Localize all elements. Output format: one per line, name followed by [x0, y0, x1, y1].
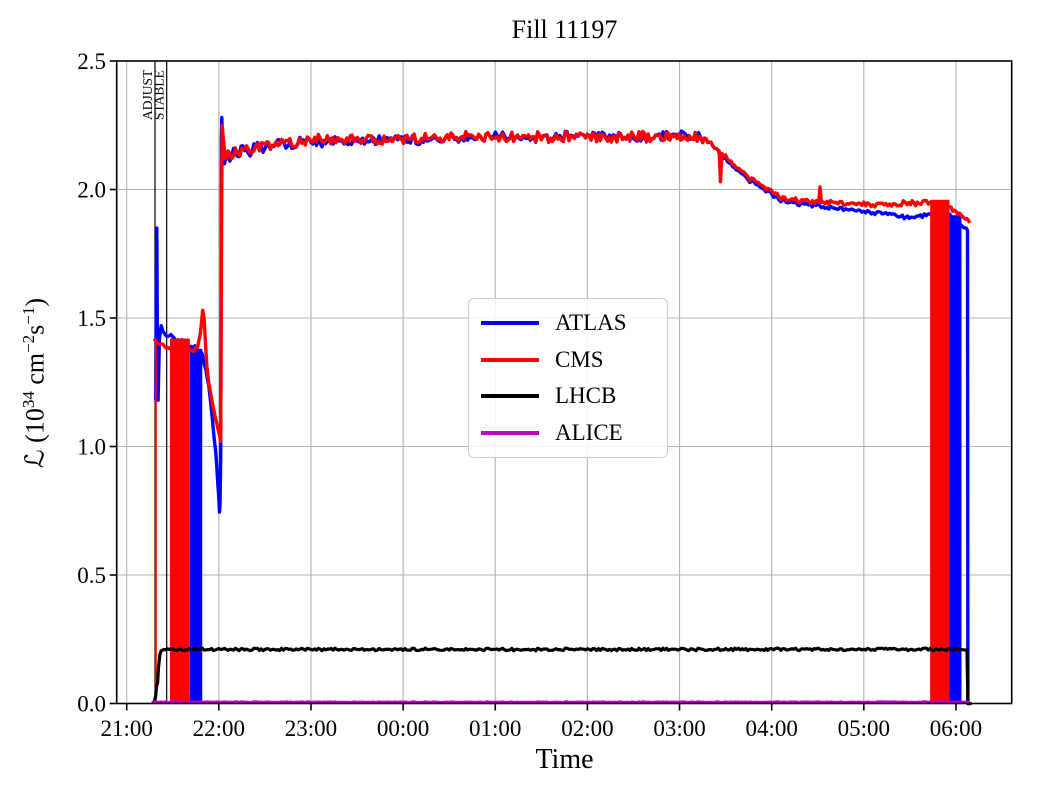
y-axis-label-exp34: 34	[19, 391, 38, 409]
y-tick-label: 0.0	[77, 692, 106, 717]
legend-swatch-cms	[481, 357, 539, 362]
y-tick-label: 1.5	[77, 306, 106, 331]
plot-border	[115, 60, 1013, 705]
legend-label-atlas: ATLAS	[555, 310, 627, 336]
legend-item-cms: CMS	[481, 347, 661, 373]
y-tick-label: 1.0	[77, 435, 106, 460]
y-axis-label-close: )	[20, 297, 50, 307]
y-axis-label-exp-1: −1	[19, 306, 38, 325]
legend-label-cms: CMS	[555, 346, 604, 372]
series-cms	[152, 123, 972, 444]
x-tick-label: 03:00	[653, 716, 705, 741]
legend-swatch-atlas	[481, 321, 539, 326]
chart-title: Fill 11197	[511, 15, 618, 44]
y-axis-label: ℒ (1034 cm−2s−1)	[19, 233, 53, 533]
legend: ATLAS CMS LHCB ALICE	[468, 298, 668, 458]
legend-swatch-lhcb	[481, 394, 539, 399]
legend-label-lhcb: LHCB	[555, 383, 617, 409]
x-tick-label: 22:00	[193, 716, 245, 741]
y-axis-label-lumi-symbol: ℒ	[20, 449, 51, 469]
dropout-band-atlas	[189, 348, 203, 704]
x-tick-label: 06:00	[930, 716, 982, 741]
y-axis-label-cm: cm	[20, 352, 50, 392]
x-tick-label: 05:00	[838, 716, 890, 741]
y-tick-label: 0.5	[77, 563, 106, 588]
beam-mode-label: STABLE	[152, 70, 167, 120]
beam-mode-label: ADJUST	[140, 69, 155, 120]
dropout-band-atlas	[949, 215, 962, 704]
y-axis-label-open: (10	[20, 408, 50, 450]
legend-swatch-alice	[481, 430, 539, 435]
legend-item-lhcb: LHCB	[481, 383, 661, 409]
series-lhcb	[152, 646, 972, 706]
x-tick-label: 21:00	[101, 716, 153, 741]
dropout-band-cms	[170, 338, 190, 704]
x-tick-label: 01:00	[469, 716, 521, 741]
legend-item-alice: ALICE	[481, 420, 661, 446]
y-axis-label-exp-2: −2	[19, 334, 38, 353]
dropout-band-cms	[154, 343, 157, 704]
y-axis-label-s: s	[20, 324, 50, 335]
x-tick-label: 02:00	[561, 716, 613, 741]
x-tick-label: 04:00	[745, 716, 797, 741]
x-tick-label: 23:00	[285, 716, 337, 741]
legend-item-atlas: ATLAS	[481, 310, 661, 336]
dropout-band-cms	[930, 199, 950, 704]
x-tick-label: 00:00	[377, 716, 429, 741]
y-tick-label: 2.0	[77, 178, 106, 203]
series-alice	[151, 700, 970, 704]
legend-label-alice: ALICE	[555, 419, 623, 445]
y-tick-label: 2.5	[77, 49, 106, 74]
x-axis-label: Time	[535, 744, 594, 775]
